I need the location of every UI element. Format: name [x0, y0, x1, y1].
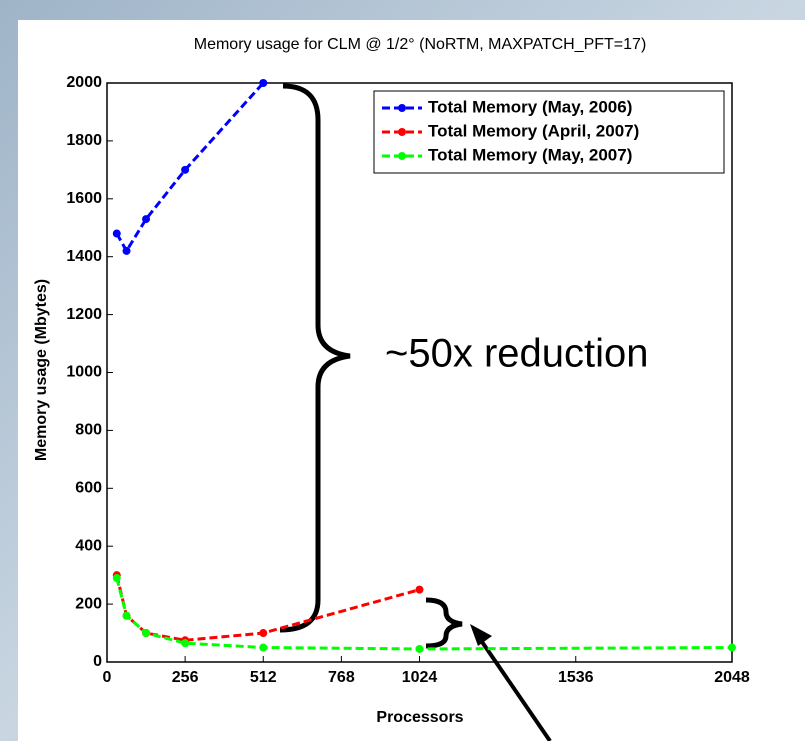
legend-label: Total Memory (May, 2007): [428, 145, 632, 164]
chart-title: Memory usage for CLM @ 1/2° (NoRTM, MAXP…: [194, 36, 647, 53]
y-tick-label: 1000: [66, 364, 102, 381]
x-tick-label: 1536: [558, 669, 594, 686]
point: [113, 574, 121, 582]
point: [181, 166, 189, 174]
x-axis-label: Processors: [376, 709, 463, 726]
legend-label: Total Memory (April, 2007): [428, 121, 639, 140]
y-tick-label: 1400: [66, 248, 102, 265]
y-tick-label: 600: [75, 480, 102, 497]
point: [142, 215, 150, 223]
x-tick-label: 768: [328, 669, 355, 686]
y-tick-label: 0: [93, 653, 102, 670]
point: [728, 644, 736, 652]
chart: Memory usage for CLM @ 1/2° (NoRTM, MAXP…: [0, 0, 805, 741]
point: [123, 612, 131, 620]
y-tick-label: 800: [75, 422, 102, 439]
x-tick-label: 1024: [402, 669, 438, 686]
page: {"chart_data": {"type": "line", "title":…: [0, 0, 805, 741]
legend-marker: [398, 152, 406, 160]
x-tick-label: 0: [103, 669, 112, 686]
point: [259, 79, 267, 87]
y-tick-label: 400: [75, 537, 102, 554]
point: [123, 247, 131, 255]
y-tick-label: 200: [75, 595, 102, 612]
point: [142, 629, 150, 637]
point: [259, 629, 267, 637]
y-tick-label: 1800: [66, 132, 102, 149]
point: [416, 645, 424, 653]
point: [416, 586, 424, 594]
annotation: ~50x reduction: [385, 332, 649, 376]
y-axis-label: Memory usage (Mbytes): [33, 279, 50, 461]
point: [259, 644, 267, 652]
y-tick-label: 1200: [66, 306, 102, 323]
legend-marker: [398, 128, 406, 136]
point: [181, 639, 189, 647]
y-tick-label: 2000: [66, 74, 102, 91]
x-tick-label: 512: [250, 669, 277, 686]
x-tick-label: 2048: [714, 669, 750, 686]
y-tick-label: 1600: [66, 190, 102, 207]
x-tick-label: 256: [172, 669, 199, 686]
legend-label: Total Memory (May, 2006): [428, 97, 632, 116]
point: [113, 230, 121, 238]
legend-marker: [398, 104, 406, 112]
